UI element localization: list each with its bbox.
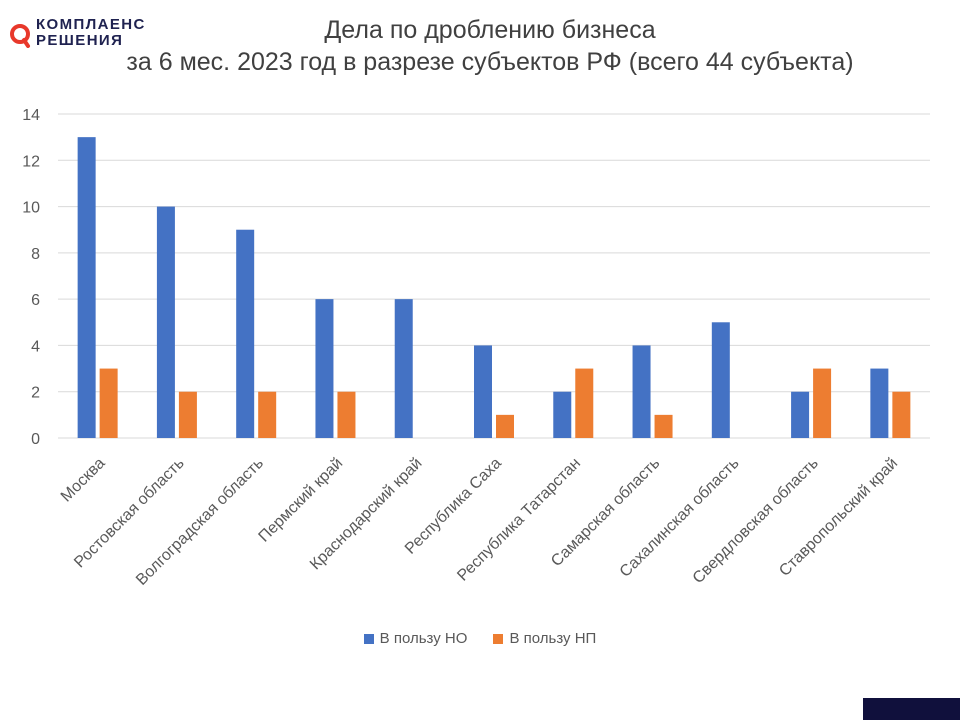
- x-tick-label: Волгоградская область: [133, 455, 267, 589]
- y-tick-label: 14: [22, 107, 40, 124]
- bar-series-2: [575, 368, 594, 438]
- legend-label-series-1: В пользу НО: [379, 630, 468, 647]
- logo-mark-icon: [10, 24, 30, 48]
- chart-legend: В пользу НО В пользу НП: [0, 630, 960, 647]
- bar-series-1: [711, 322, 730, 438]
- bar-series-1: [156, 206, 175, 438]
- legend-swatch-series-1: [363, 633, 374, 644]
- y-tick-label: 12: [22, 153, 40, 170]
- x-tick-label: Пермский край: [256, 455, 347, 546]
- bar-series-1: [791, 391, 810, 438]
- y-tick-label: 10: [22, 200, 40, 217]
- bar-series-2: [99, 368, 118, 438]
- bar-series-2: [496, 414, 514, 438]
- legend-item-series-2: В пользу НП: [493, 630, 596, 647]
- bar-series-2: [178, 391, 197, 438]
- chart-title-line1: Дела по дроблению бизнеса: [324, 16, 656, 44]
- bar-series-2: [258, 391, 277, 438]
- bar-series-1: [553, 391, 572, 438]
- bar-series-1: [474, 345, 492, 438]
- bar-series-1: [870, 368, 889, 438]
- company-logo: КОМПЛАЕНС РЕШЕНИЯ: [8, 16, 178, 50]
- logo-text-line1: КОМПЛАЕНС: [36, 16, 146, 33]
- y-tick-label: 4: [31, 338, 40, 355]
- bar-series-1: [236, 229, 255, 438]
- y-tick-label: 2: [31, 385, 40, 402]
- bar-series-1: [632, 345, 651, 438]
- logo-text-line2: РЕШЕНИЯ: [36, 32, 124, 49]
- x-tick-label: Москва: [58, 455, 109, 506]
- chart-title-line2: за 6 мес. 2023 год в разрезе субъектов Р…: [126, 48, 854, 76]
- bar-series-2: [892, 391, 911, 438]
- corner-decoration: [863, 698, 960, 720]
- legend-item-series-1: В пользу НО: [363, 630, 468, 647]
- legend-swatch-series-2: [493, 633, 504, 644]
- bar-series-2: [813, 368, 832, 438]
- y-tick-label: 6: [31, 292, 40, 309]
- bar-series-2: [654, 414, 673, 438]
- y-tick-label: 8: [31, 246, 40, 263]
- y-tick-label: 0: [31, 431, 40, 448]
- bar-series-1: [77, 137, 96, 438]
- bar-series-2: [337, 391, 356, 438]
- bar-series-1: [315, 299, 334, 438]
- bar-series-1: [394, 299, 413, 438]
- legend-label-series-2: В пользу НП: [509, 630, 597, 647]
